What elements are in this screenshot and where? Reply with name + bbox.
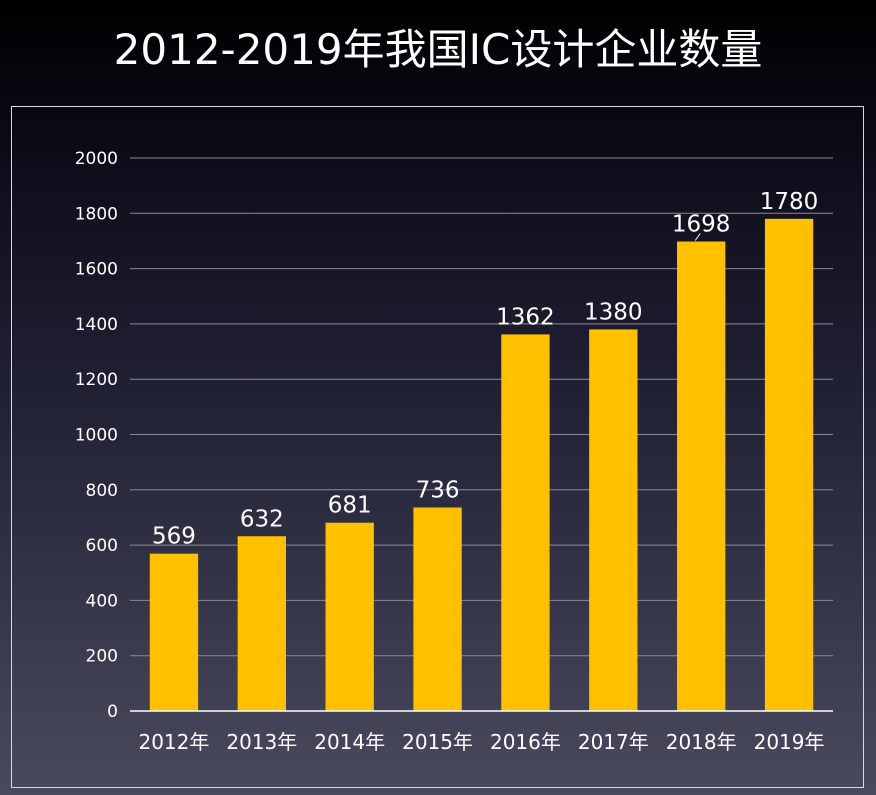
data-label: 681: [328, 493, 372, 519]
data-label: 632: [240, 506, 284, 532]
y-tick-label: 0: [107, 702, 118, 722]
x-tick-label: 2016年: [490, 730, 561, 754]
bar-chart: 0 200 400 600 800 1000 1200 1400 1600 1800 2000 569…: [75, 149, 833, 754]
y-tick-label: 2000: [75, 149, 118, 169]
chart-title: 2012-2019年我国IC设计企业数量: [113, 25, 763, 74]
bar: [149, 553, 199, 711]
labels: 0 200 400 600 800 1000 1200 1400 1600 1800 2000 569…: [75, 149, 825, 754]
y-tick-label: 1200: [75, 370, 118, 390]
x-tick-label: 2019年: [754, 730, 825, 754]
data-label: 569: [152, 524, 196, 550]
bar: [501, 334, 550, 711]
x-tick-label: 2013年: [226, 730, 297, 754]
y-tick-label: 1000: [75, 426, 118, 446]
y-tick-label: 600: [86, 536, 118, 556]
x-tick-label: 2012年: [138, 730, 209, 754]
y-tick-label: 200: [86, 647, 118, 667]
y-tick-label: 1400: [75, 315, 118, 335]
y-tick-label: 400: [86, 591, 118, 611]
bar: [237, 536, 286, 711]
bar: [677, 241, 726, 712]
leader-line: [694, 233, 701, 241]
y-tick-label: 1600: [75, 260, 118, 280]
data-label: 1698: [672, 212, 731, 238]
bar: [589, 329, 638, 711]
y-tick-label: 800: [86, 481, 118, 501]
bar: [764, 218, 814, 711]
x-tick-label: 2015年: [402, 730, 473, 754]
x-tick-label: 2018年: [666, 730, 737, 754]
x-tick-label: 2017年: [578, 730, 649, 754]
chart-frame: 0 200 400 600 800 1000 1200 1400 1600 1800 2000 569…: [11, 106, 864, 788]
data-label: 736: [416, 477, 460, 503]
data-label: 1380: [584, 299, 643, 325]
y-tick-label: 1800: [75, 204, 118, 224]
x-tick-label: 2014年: [314, 730, 385, 754]
bar: [413, 507, 462, 711]
bars: [149, 218, 814, 712]
data-label: 1362: [496, 304, 555, 330]
bar: [325, 522, 374, 711]
data-label: 1780: [760, 189, 819, 215]
